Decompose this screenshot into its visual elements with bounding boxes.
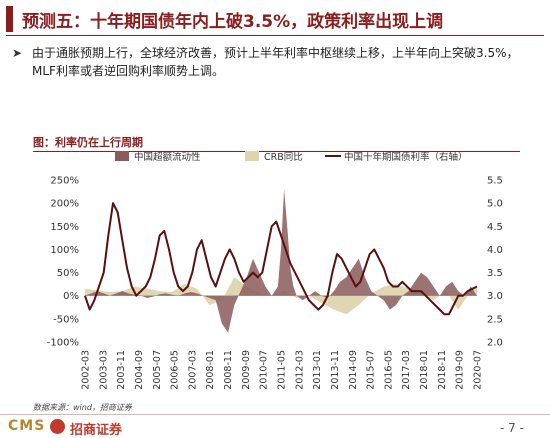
- x-axis: 2002-03 2003-03 2003-11 2004-09 2005-07 2006-…: [81, 350, 484, 390]
- x-tick-label: 2008-11: [223, 350, 234, 390]
- slide-title: 预测五：十年期国债年内上破3.5%，政策利率出现上调: [22, 12, 444, 32]
- chart-svg: 250% 200% 150% 100% 50% 0% -50% -100% 5.5 5.0 4.5…: [47, 151, 503, 390]
- x-tick-label: 2013-11: [330, 350, 341, 390]
- left-tick-label: -50%: [53, 314, 79, 325]
- x-tick-label: 2016-05: [383, 350, 394, 390]
- x-tick-label: 2012-03: [294, 350, 305, 390]
- x-tick-label: 2003-03: [98, 350, 109, 390]
- left-tick-label: 50%: [57, 268, 79, 279]
- bond-yield-line: [84, 202, 478, 316]
- x-tick-label: 2015-07: [366, 350, 377, 390]
- x-tick-label: 2004-09: [134, 350, 145, 390]
- left-axis: 250% 200% 150% 100% 50% 0% -50% -100%: [47, 176, 79, 349]
- legend-label-credit: 中国超额流动性: [134, 151, 201, 163]
- logo-badge-icon: [50, 419, 65, 434]
- chart-caption-divider: [33, 151, 520, 152]
- chevron-right-icon: ➤: [12, 46, 23, 60]
- x-tick-label: 2008-01: [205, 350, 216, 390]
- footer-divider: [0, 414, 550, 415]
- x-tick-label: 2019-09: [455, 350, 466, 390]
- right-tick-label: 3.0: [487, 291, 503, 302]
- x-tick-label: 2018-01: [419, 350, 430, 390]
- x-tick-label: 2007-03: [187, 350, 198, 390]
- chart-caption: 图：利率仍在上行周期: [33, 136, 143, 149]
- credit-area: [85, 189, 477, 333]
- legend: 中国超额流动性 CRB同比 中国十年期国债利率（右轴）: [115, 151, 468, 163]
- left-tick-label: 0%: [63, 291, 79, 302]
- page-number: - 7 -: [500, 421, 524, 435]
- left-tick-label: 200%: [50, 199, 79, 210]
- logo-text: CMS: [8, 418, 46, 434]
- x-tick-label: 2010-07: [259, 350, 270, 390]
- x-tick-label: 2013-01: [312, 350, 323, 390]
- legend-label-bond: 中国十年期国债利率（右轴）: [344, 151, 468, 163]
- title-accent-bar: [6, 6, 13, 32]
- left-tick-label: 250%: [50, 176, 79, 187]
- crb-area: [85, 277, 477, 315]
- chart-container: 图：利率仍在上行周期 250% 200% 150% 100% 50% 0% -50% -100…: [33, 130, 520, 400]
- legend-swatch-crb: [245, 151, 259, 161]
- area-series: [85, 189, 477, 333]
- left-tick-label: 150%: [50, 222, 79, 233]
- right-tick-label: 5.0: [487, 199, 503, 210]
- x-tick-label: 2014-09: [348, 350, 359, 390]
- x-tick-label: 2011-05: [277, 350, 288, 390]
- x-tick-label: 2003-11: [116, 350, 127, 390]
- legend-swatch-credit: [115, 151, 129, 161]
- right-tick-label: 4.5: [487, 222, 503, 233]
- title-divider: [6, 35, 544, 36]
- bullet-text: 由于通胀预期上行，全球经济改善，预计上半年利率中枢继续上移，上半年向上突破3.5…: [32, 46, 519, 78]
- x-tick-label: 2018-11: [437, 350, 448, 390]
- slide-header: 预测五：十年期国债年内上破3.5%，政策利率出现上调: [0, 0, 550, 38]
- left-tick-label: -100%: [47, 338, 79, 349]
- right-tick-label: 2.5: [487, 314, 503, 325]
- x-tick-label: 2017-03: [401, 350, 412, 390]
- x-tick-label: 2009-09: [241, 350, 252, 390]
- legend-label-crb: CRB同比: [264, 151, 303, 163]
- x-tick-label: 2006-05: [170, 350, 181, 390]
- x-tick-label: 2005-07: [152, 350, 163, 390]
- right-axis: 5.5 5.0 4.5 4.0 3.5 3.0 2.5 2.0: [487, 176, 503, 349]
- right-tick-label: 2.0: [487, 338, 503, 349]
- data-source-note: 数据来源：wind，招商证券: [33, 403, 132, 412]
- x-tick-label: 2020-07: [473, 350, 484, 390]
- right-tick-label: 3.5: [487, 268, 503, 279]
- line-series: [84, 202, 478, 316]
- right-tick-label: 4.0: [487, 245, 503, 256]
- right-tick-label: 5.5: [487, 176, 503, 187]
- left-tick-label: 100%: [50, 245, 79, 256]
- x-tick-label: 2002-03: [81, 350, 92, 390]
- logo-company-name: 招商证券: [70, 423, 123, 438]
